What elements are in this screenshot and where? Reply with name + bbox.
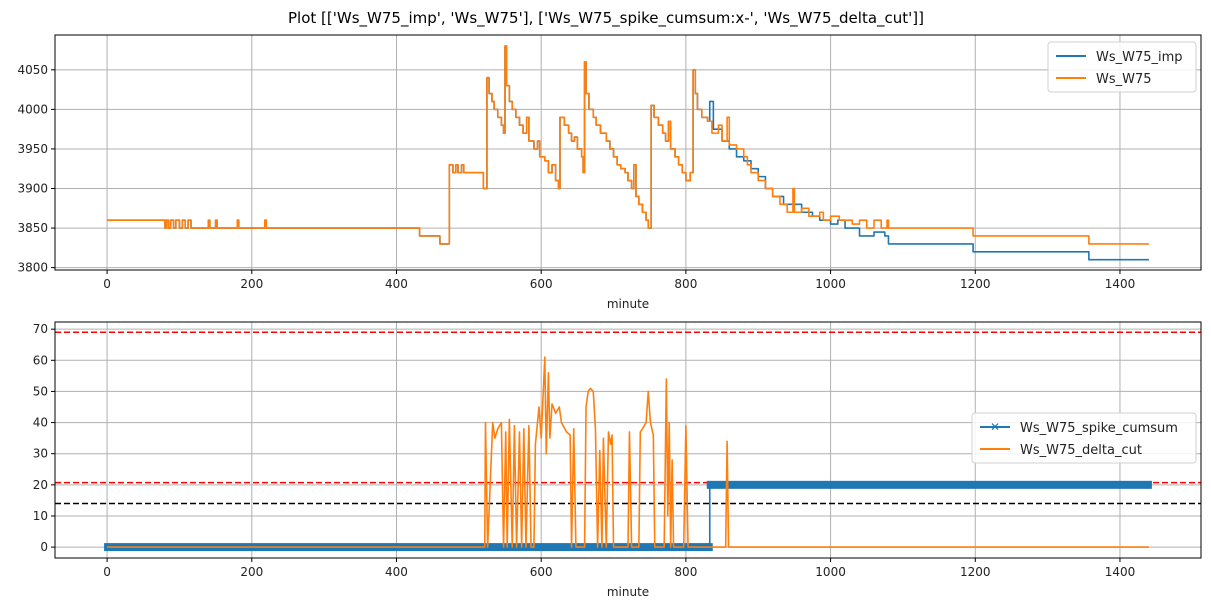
legend: Ws_W75_imp Ws_W75 bbox=[1047, 41, 1197, 93]
x-tick-label: 0 bbox=[103, 277, 111, 291]
plot-area bbox=[55, 331, 1201, 552]
x-marker-band bbox=[706, 480, 1152, 489]
x-tick-label: 1400 bbox=[1105, 565, 1136, 579]
series-Ws_W75_delta_cut bbox=[107, 356, 1149, 548]
x-tick-label: 200 bbox=[240, 277, 263, 291]
x-tick-label: 1000 bbox=[815, 277, 846, 291]
figure-title: Plot [['Ws_W75_imp', 'Ws_W75'], ['Ws_W75… bbox=[288, 9, 924, 28]
x-tick-label: 1200 bbox=[960, 565, 991, 579]
y-tick-label: 3850 bbox=[17, 221, 48, 235]
legend: ✕ Ws_W75_spike_cumsum Ws_W75_delta_cut bbox=[971, 412, 1197, 464]
legend-label: Ws_W75 bbox=[1096, 72, 1152, 87]
y-tick-label: 30 bbox=[33, 447, 48, 461]
x-axis-label: minute bbox=[607, 297, 649, 311]
y-tick-label: 3950 bbox=[17, 142, 48, 156]
y-tick-label: 40 bbox=[33, 416, 48, 430]
legend-box bbox=[1047, 41, 1197, 93]
legend-label: Ws_W75_spike_cumsum bbox=[1020, 421, 1178, 436]
legend-box bbox=[971, 412, 1197, 464]
legend-label: Ws_W75_imp bbox=[1096, 50, 1183, 65]
y-tick-label: 4050 bbox=[17, 63, 48, 77]
x-axis-label: minute bbox=[607, 585, 649, 599]
top-axes: 0 200 400 600 800 1000 1200 1400 3800 3850 3900 395… bbox=[17, 34, 1202, 311]
y-tick-label: 0 bbox=[40, 540, 48, 554]
x-tick-label: 400 bbox=[385, 565, 408, 579]
axes-frame bbox=[54, 321, 1202, 559]
x-tick-label: 400 bbox=[385, 277, 408, 291]
x-tick-label: 800 bbox=[674, 565, 697, 579]
y-tick-label: 20 bbox=[33, 478, 48, 492]
bottom-axes: 0 200 400 600 800 1000 1200 1400 0 10 20 30 40 50 60 70… bbox=[33, 321, 1202, 599]
x-tick-label: 600 bbox=[530, 277, 553, 291]
y-tick-label: 50 bbox=[33, 384, 48, 398]
y-tick-label: 10 bbox=[33, 509, 48, 523]
axes-frame bbox=[54, 34, 1202, 271]
x-tick-label: 800 bbox=[674, 277, 697, 291]
y-tick-label: 3800 bbox=[17, 261, 48, 275]
x-tick-label: 1000 bbox=[815, 565, 846, 579]
y-tick-label: 4000 bbox=[17, 102, 48, 116]
x-tick-label: 0 bbox=[103, 565, 111, 579]
y-tick-label: 70 bbox=[33, 322, 48, 336]
x-tick-label: 600 bbox=[530, 565, 553, 579]
plot-area bbox=[107, 45, 1149, 261]
y-tick-label: 60 bbox=[33, 353, 48, 367]
x-tick-label: 1400 bbox=[1105, 277, 1136, 291]
y-tick-label: 3900 bbox=[17, 182, 48, 196]
series-Ws_W75 bbox=[107, 45, 1149, 245]
legend-marker-x-icon: ✕ bbox=[990, 420, 1000, 434]
x-tick-label: 200 bbox=[240, 565, 263, 579]
x-tick-label: 1200 bbox=[960, 277, 991, 291]
legend-label: Ws_W75_delta_cut bbox=[1020, 443, 1142, 458]
